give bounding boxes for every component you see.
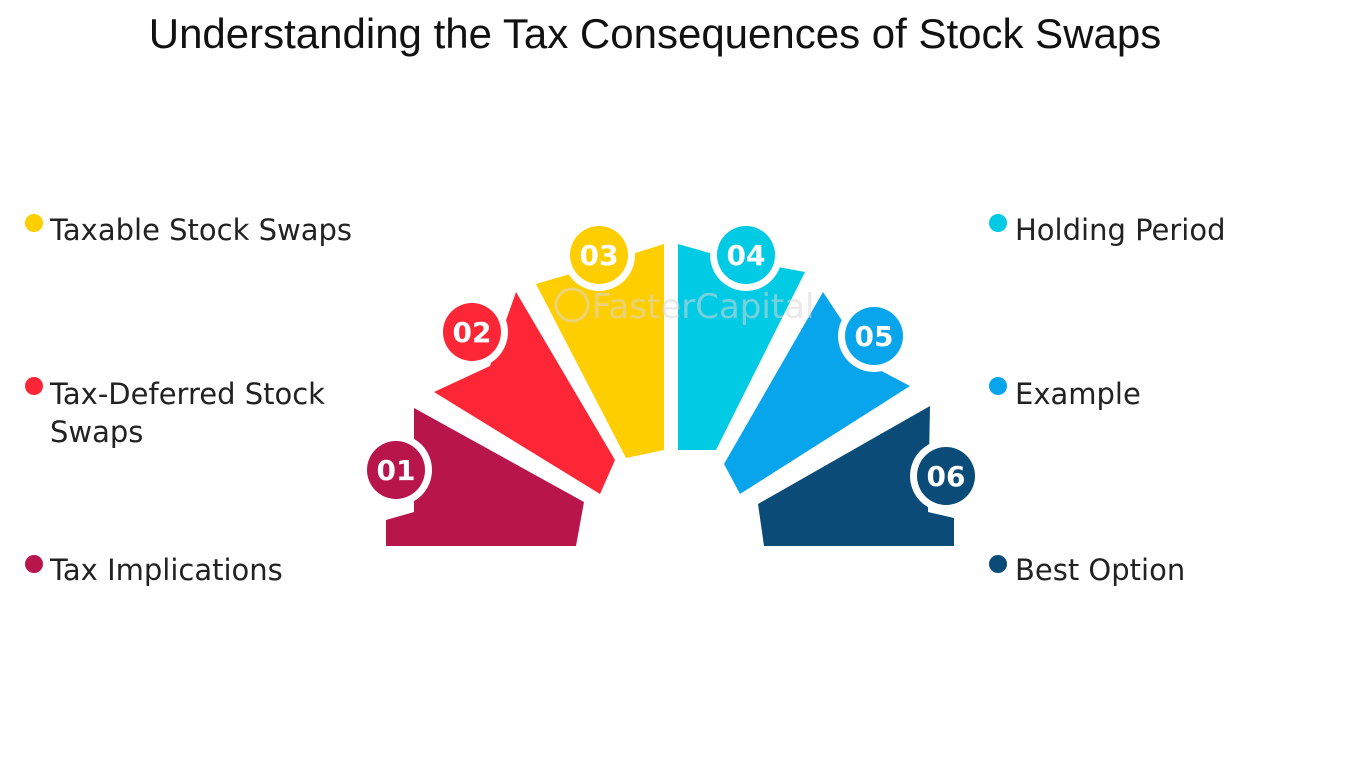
badge-circle-01: [367, 441, 425, 499]
legend-dot-03: [25, 214, 43, 232]
segment-02: [434, 292, 615, 494]
legend-dot-05: [989, 377, 1007, 395]
legend-dot-06: [989, 555, 1007, 573]
page-title: Understanding the Tax Consequences of St…: [148, 10, 1162, 57]
legend-label-05: Example: [1015, 377, 1141, 411]
badge-05: 05: [838, 300, 910, 372]
badge-circle-06: [917, 447, 975, 505]
legend-label-06: Best Option: [1015, 553, 1186, 587]
badge-01: 01: [360, 434, 432, 506]
badge-number-06: 06: [927, 460, 966, 493]
legend-dot-02: [25, 377, 43, 395]
badge-circle-03: [570, 226, 628, 284]
segment-03: [536, 244, 664, 458]
segment-05: [724, 292, 910, 494]
segment-01: [386, 408, 584, 546]
badge-circle-04: [717, 226, 775, 284]
badge-04: 04: [710, 219, 782, 291]
badge-circle-05: [845, 307, 903, 365]
watermark-logo-icon: [554, 287, 590, 323]
legend-dot-04: [989, 214, 1007, 232]
segment-04: [678, 244, 805, 450]
legend-dot-01: [25, 555, 43, 573]
badge-number-02: 02: [453, 316, 492, 349]
legend-label-04: Holding Period: [1015, 213, 1226, 247]
badge-03: 03: [563, 219, 635, 291]
legend-label-03: Taxable Stock Swaps: [50, 213, 353, 247]
badge-number-01: 01: [377, 454, 416, 487]
legend-label-01: Tax Implications: [50, 553, 283, 587]
watermark-text: FasterCapital: [592, 287, 814, 327]
badge-number-05: 05: [855, 320, 894, 353]
badge-circle-02: [443, 303, 501, 361]
legend-label-02: Tax-Deferred Stock Swaps: [50, 377, 325, 449]
badge-number-04: 04: [727, 239, 766, 272]
segment-06: [758, 406, 954, 546]
badge-number-03: 03: [580, 239, 619, 272]
badge-02: 02: [436, 296, 508, 368]
badge-06: 06: [910, 440, 982, 512]
